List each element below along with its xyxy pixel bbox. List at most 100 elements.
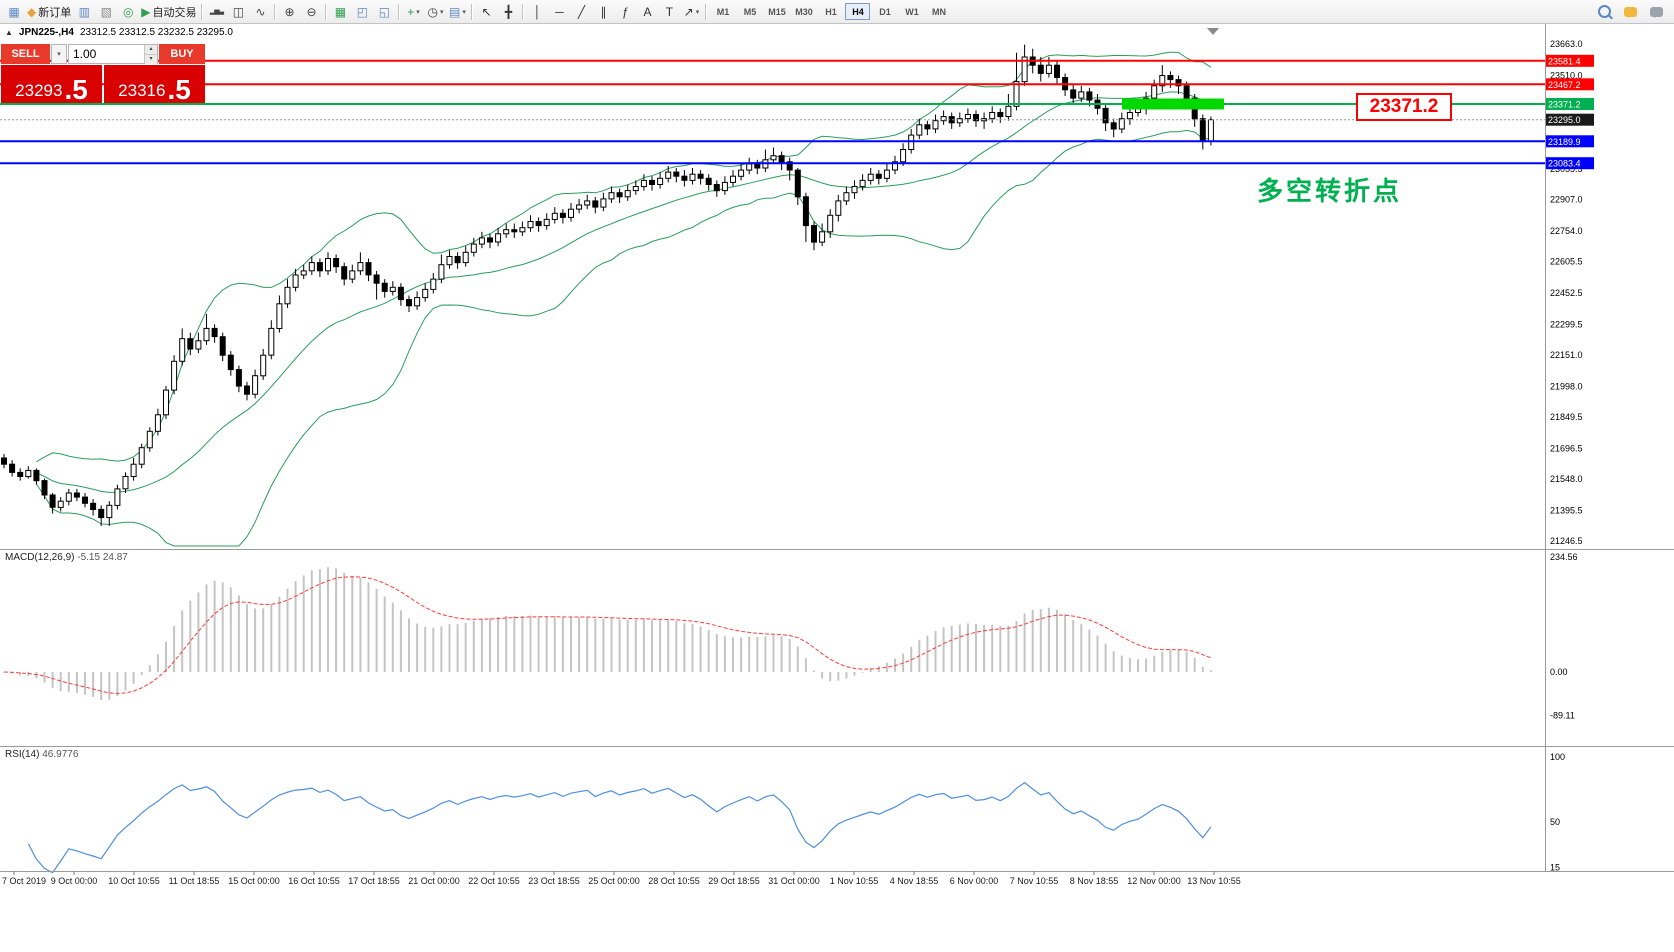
rsi-value: 46.9776 [42,749,79,760]
sell-price-display[interactable]: 23293.5 [1,65,102,103]
x-axis-label: 17 Oct 18:55 [348,876,400,886]
timeframe-d1[interactable]: D1 [879,7,891,17]
rsi-scale-label: 50 [1550,817,1560,827]
fibonacci-icon[interactable]: ƒ [614,2,636,22]
bar-chart-icon: ▂▅▃ [209,8,224,15]
period-dropdown[interactable]: ◷ ▾ [424,2,446,22]
sell-button[interactable]: SELL [1,44,50,64]
macd-scale-label: 234.56 [1550,552,1578,562]
one-click-trading-panel: SELL ▾ ▴ ▾ BUY 23293.5 23316.5 [1,44,205,103]
zoom-in-icon[interactable]: ⊕ [278,2,300,22]
x-axis-label: 4 Nov 18:55 [890,876,939,886]
volume-decrease-button[interactable]: ▾ [145,54,157,64]
timeframe-m15[interactable]: M15 [768,7,786,17]
search-icon[interactable] [1593,2,1615,22]
timeframe-mn[interactable]: MN [931,7,946,17]
charts-icon[interactable]: ▥ [73,2,95,22]
buy-button[interactable]: BUY [159,44,205,64]
vertical-line-icon[interactable]: │ [526,2,548,22]
chart-shift-marker[interactable] [1207,28,1219,35]
arrows-dropdown[interactable]: ↗ ▾ [680,2,702,22]
volume-increase-button[interactable]: ▴ [145,45,157,54]
y-axis-label: 21998.0 [1550,381,1583,391]
new-order-button[interactable]: ◆ 新订单 [25,2,73,22]
channel-icon[interactable]: ∥ [592,2,614,22]
horizontal-line-icon[interactable]: ─ [548,2,570,22]
sell-price-pips: .5 [64,73,88,105]
buy-price-display[interactable]: 23316.5 [104,65,205,103]
toolbar-separator [522,3,524,20]
add-indicator-dropdown[interactable]: + ▾ [402,2,424,22]
terminal-icon[interactable]: ▦ [3,2,25,22]
label-icon[interactable]: T [658,2,680,22]
price-tag-label: 23371.2 [1548,100,1581,110]
x-axis-label: 12 Nov 00:00 [1127,876,1181,886]
turning-point-label[interactable]: 多空转折点 [1257,176,1403,206]
y-axis-label: 23510.0 [1550,71,1583,81]
crosshair-icon: ╋ [504,4,513,19]
template-dropdown[interactable]: ▤ ▾ [446,2,468,22]
toolbar-separator [274,3,276,20]
rsi-scale-label: 100 [1550,752,1565,762]
chat-icon[interactable] [1619,2,1641,22]
terminal-icon: ▦ [8,4,20,19]
price-callout[interactable]: 23371.2 [1356,93,1452,121]
x-axis-label: 8 Nov 18:55 [1070,876,1119,886]
x-axis-label: 25 Oct 00:00 [588,876,640,886]
timeframe-m1[interactable]: M1 [716,7,730,17]
autotrading-button[interactable]: ▶ 自动交易 [139,2,198,22]
volume-dropdown[interactable]: ▾ [51,44,67,64]
x-axis-label: 10 Oct 10:55 [108,876,160,886]
text-icon[interactable]: A [636,2,658,22]
cursor-icon[interactable]: ↖ [475,2,497,22]
profiles-icon[interactable]: ▧ [95,2,117,22]
indicators-grid-icon[interactable]: ▦ [329,2,351,22]
line-chart-icon[interactable]: ∿ [249,2,271,22]
experts-icon[interactable]: ◎ [117,2,139,22]
timeframe-h1[interactable]: H1 [825,7,837,17]
price-tag-label: 23083.4 [1548,159,1581,169]
x-axis-label: 15 Oct 00:00 [228,876,280,886]
x-axis-label: 6 Nov 00:00 [950,876,999,886]
timeframe-w1[interactable]: W1 [905,7,919,17]
y-axis-label: 22151.0 [1550,350,1583,360]
new-order-button: ◆ [27,4,37,19]
cursor-icon: ↖ [481,4,492,19]
fibonacci-icon: ƒ [622,4,629,19]
community-icon[interactable] [1645,2,1667,22]
volume-input[interactable] [69,45,157,63]
chart-canvas[interactable]: 23663.023510.023055.522907.022754.022605… [0,24,1674,890]
crosshair-icon[interactable]: ╋ [497,2,519,22]
y-axis-label: 21246.5 [1550,536,1583,546]
cascade-windows-icon[interactable]: ◱ [373,2,395,22]
candlestick-chart-icon[interactable]: ◫ [227,2,249,22]
search-icon [1597,5,1611,18]
y-axis-label: 21395.5 [1550,505,1583,515]
zoom-out-icon[interactable]: ⊖ [300,2,322,22]
chevron-down-icon: ▾ [439,8,444,16]
community-icon [1649,6,1663,18]
price-tag [1546,78,1594,91]
x-axis-label: 7 Oct 2019 [2,876,46,886]
chevron-down-icon: ▾ [695,8,700,16]
one-click-panel-toggle[interactable]: ▲ [5,28,13,37]
timeframe-h4[interactable]: H4 [845,3,871,20]
macd-indicator-label: MACD(12,26,9) -5.15 24.87 [5,552,128,563]
toolbar-separator [325,3,327,20]
bar-chart-icon[interactable]: ▂▅▃ [205,2,227,22]
autotrading-button: ▶ [141,4,151,19]
trendline-icon[interactable]: ╱ [570,2,592,22]
timeframe-m5[interactable]: M5 [743,7,757,17]
autotrading-button-label: 自动交易 [152,6,197,19]
price-tag [1546,135,1594,148]
y-axis-label: 23663.0 [1550,39,1583,49]
timeframe-m30[interactable]: M30 [795,7,813,17]
price-tag [1546,54,1594,67]
line-chart-icon: ∿ [255,4,266,19]
highlight-rectangle[interactable] [1122,98,1224,110]
rsi-scale-label: 15 [1550,863,1560,873]
price-tag-label: 23581.4 [1548,56,1581,66]
x-axis-label: 7 Nov 10:55 [1010,876,1059,886]
tile-windows-icon[interactable]: ◰ [351,2,373,22]
macd-signal-line [3,576,1212,695]
